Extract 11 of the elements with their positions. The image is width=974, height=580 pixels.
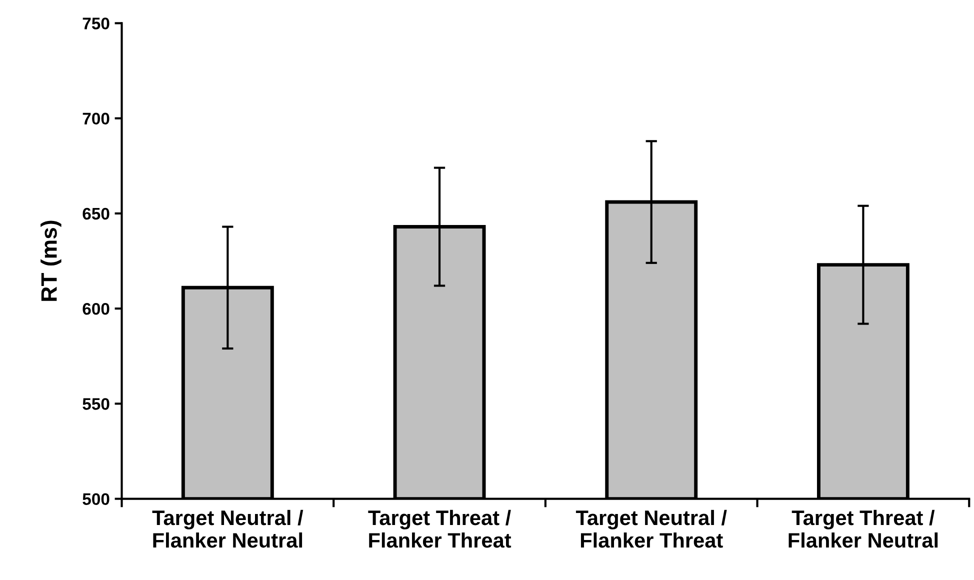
x-tick-label: Target Neutral / Flanker Neutral — [152, 510, 304, 548]
y-tick-label: 700 — [82, 112, 110, 125]
y-tick-label: 550 — [82, 398, 110, 410]
x-tick-label: Target Threat / Flanker Threat — [368, 510, 512, 548]
y-tick-label: 750 — [82, 18, 110, 30]
x-tick-label: Target Threat / Flanker Neutral — [788, 510, 938, 548]
x-tick-label: Target Neutral / Flanker Threat — [576, 510, 727, 548]
y-tick-label: 650 — [82, 208, 110, 220]
y-tick-label: 500 — [82, 493, 110, 506]
y-tick-label: 600 — [82, 302, 110, 315]
y-axis-title: RT (ms) — [40, 220, 62, 301]
